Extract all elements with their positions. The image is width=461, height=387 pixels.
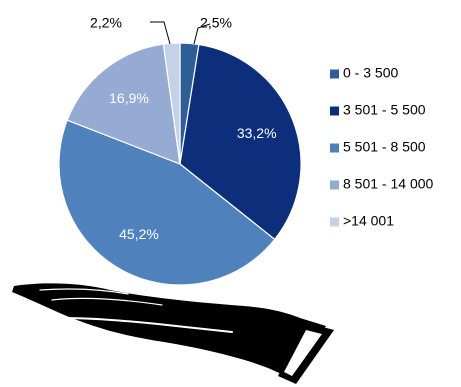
pie-slices (58, 42, 302, 286)
legend: 0 - 3 500 3 501 - 5 500 5 501 - 8 500 8 501… (330, 65, 434, 229)
leader-lines (150, 21, 211, 45)
legend-label: 5 501 - 8 500 (343, 139, 426, 155)
legend-swatch (330, 180, 339, 190)
data-label: 2,2% (90, 15, 122, 31)
legend-label: 0 - 3 500 (343, 65, 398, 81)
data-label: 2,5% (200, 15, 232, 31)
pie-slice (58, 119, 276, 286)
open-hand-icon (12, 283, 334, 384)
legend-swatch (330, 106, 339, 116)
legend-label: 8 501 - 14 000 (343, 176, 434, 192)
data-label: 33,2% (237, 125, 277, 141)
pie-slice (66, 43, 181, 165)
data-label: 45,2% (119, 226, 159, 242)
pie-slice (179, 43, 302, 241)
pie-slice (162, 42, 181, 165)
leader-line (193, 23, 211, 45)
leader-line (150, 21, 171, 45)
data-labels: 2,5% 33,2% 45,2% 16,9% 2,2% (90, 15, 277, 242)
data-label: 16,9% (109, 90, 149, 106)
legend-label: 3 501 - 5 500 (343, 102, 426, 118)
legend-swatch (330, 143, 339, 153)
legend-swatch (330, 217, 339, 227)
legend-swatch (330, 69, 339, 79)
legend-label: >14 001 (343, 213, 394, 229)
